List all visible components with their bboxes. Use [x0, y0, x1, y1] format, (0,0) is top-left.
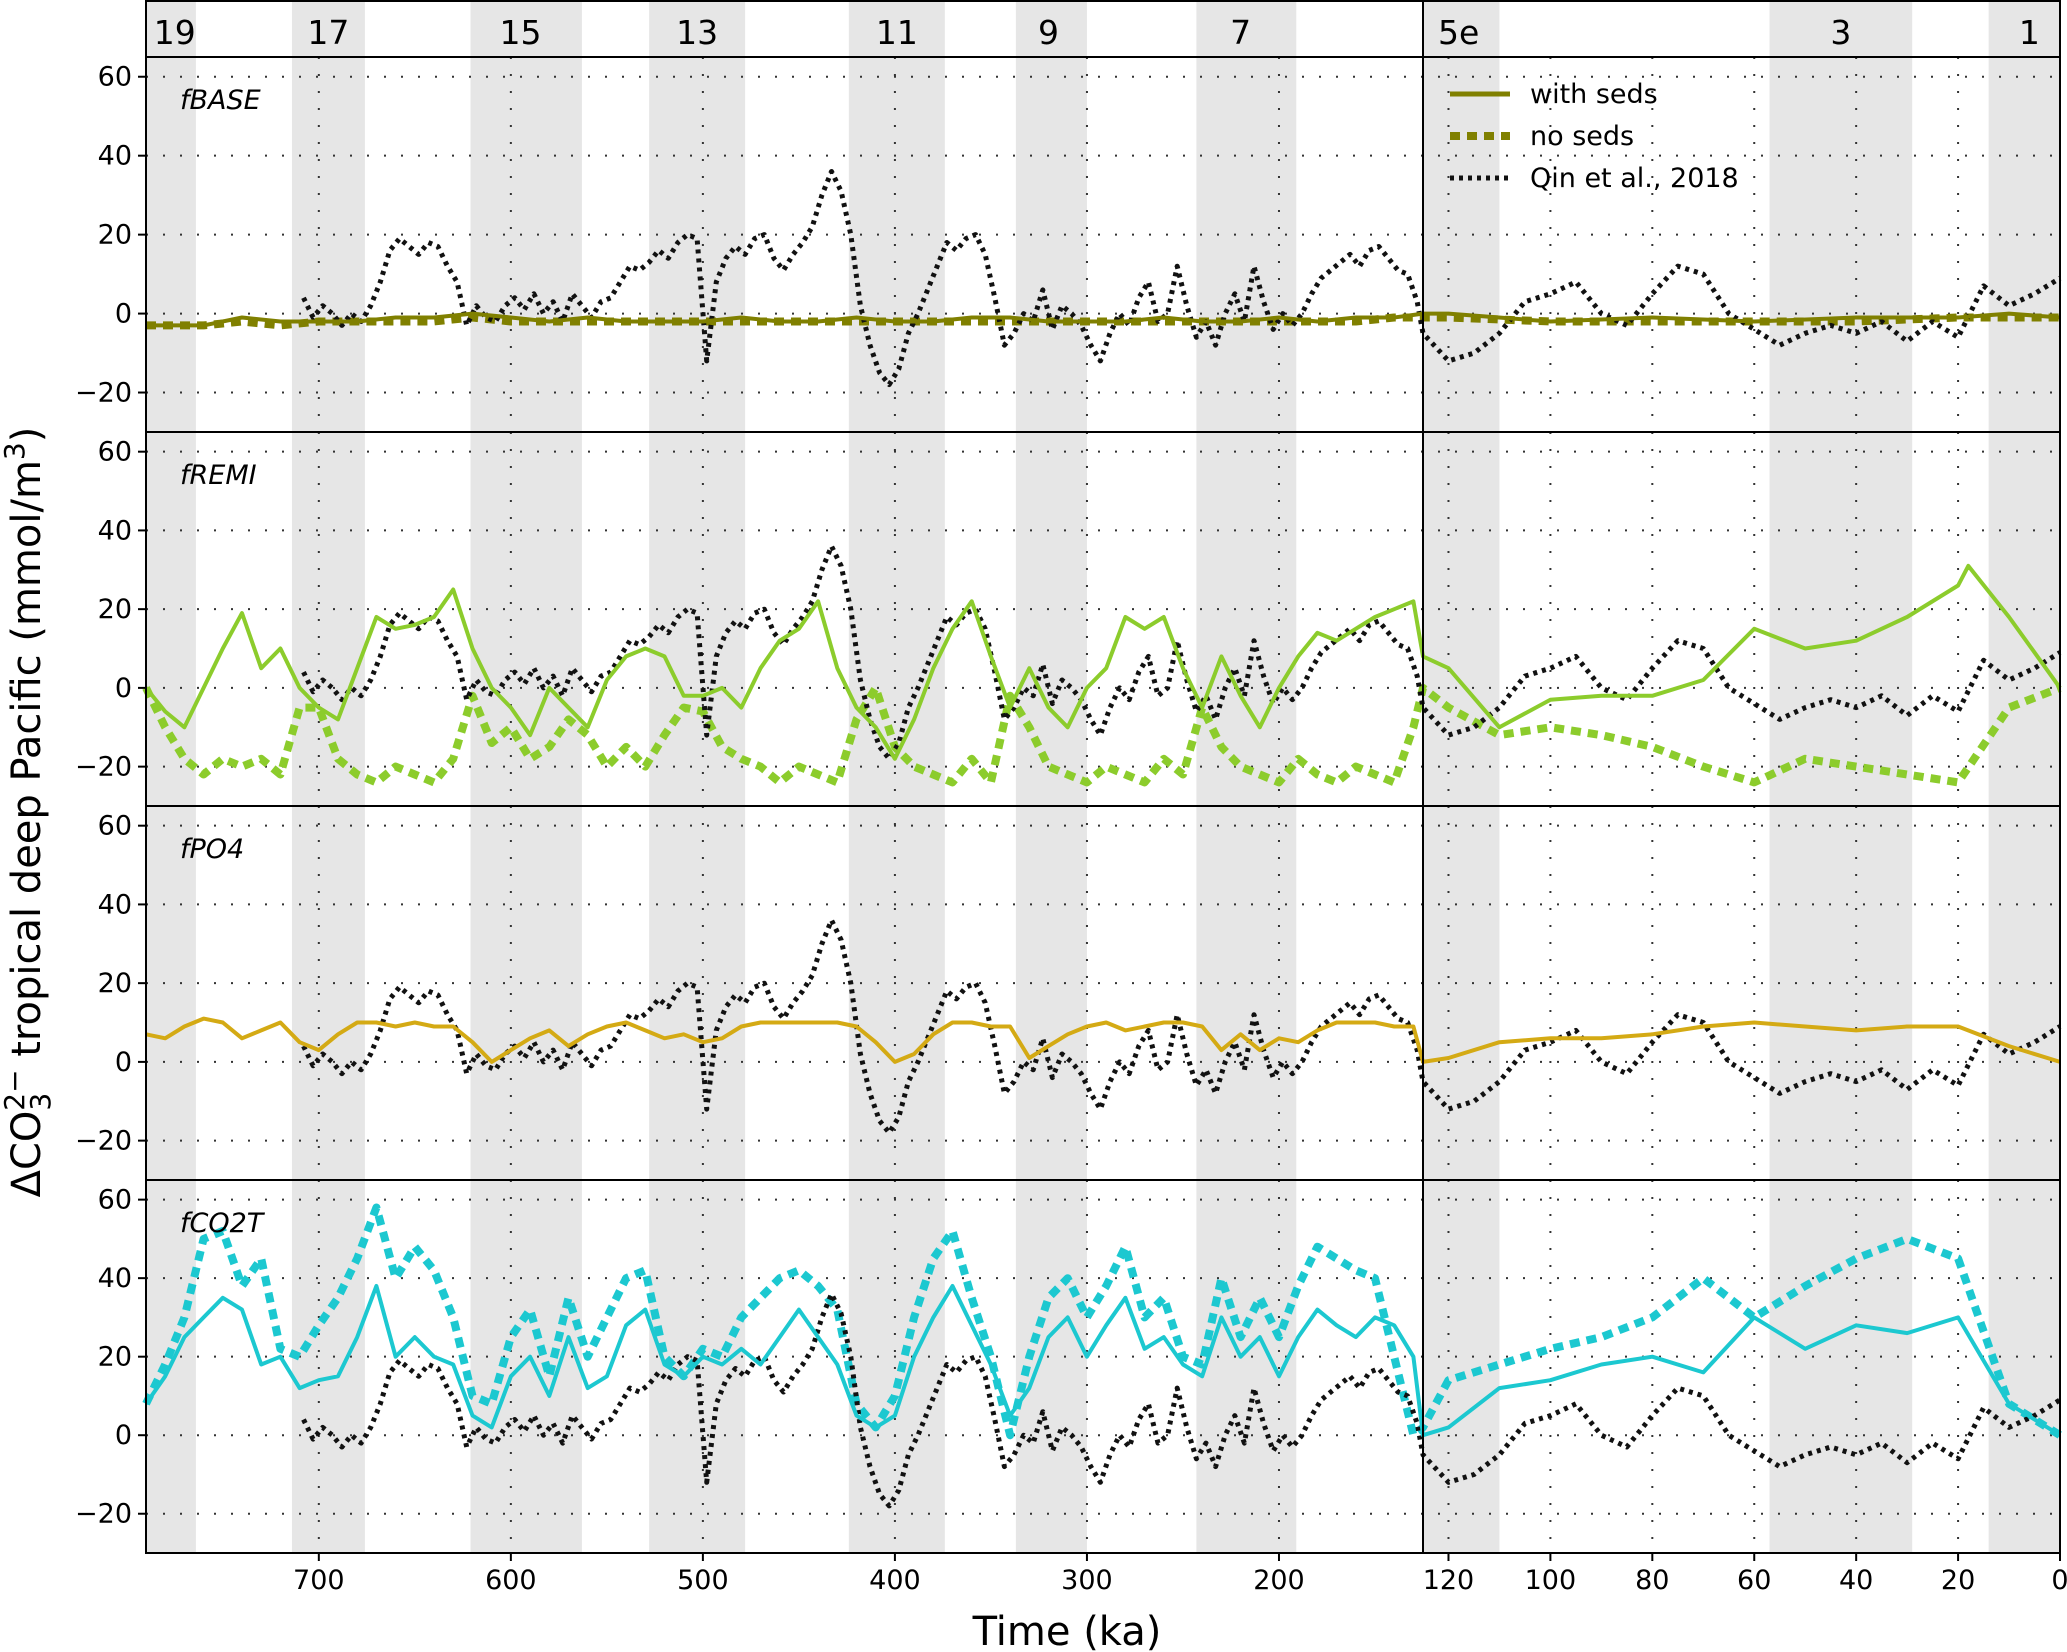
panel-label-fPO4: fPO4	[180, 834, 244, 865]
grid-dots	[146, 57, 2061, 1553]
x-tick-label-left-500: 500	[677, 1565, 729, 1596]
y-axis-title-rest: tropical deep Pacific (mmol/m	[4, 460, 50, 1069]
x-tick-label-right-60: 60	[1737, 1565, 1771, 1596]
y-axis-title-main: ΔCO	[4, 1111, 50, 1198]
x-tick-label-left-700: 700	[293, 1565, 345, 1596]
glacial-band-1	[291, 0, 365, 1553]
panel-frame-3	[145, 1179, 2061, 1554]
stage-label-7: 7	[1230, 13, 1251, 52]
y-tick-label-1-0: 0	[115, 673, 132, 704]
x-tick-label-right-20: 20	[1941, 1565, 1975, 1596]
legend-label-qin-2018: Qin et al., 2018	[1530, 163, 1739, 194]
y-tick-label-0-60: 60	[98, 62, 132, 93]
x-tick-label-right-80: 80	[1635, 1565, 1669, 1596]
stage-label-5e: 5e	[1438, 13, 1479, 52]
y-tick-label-1-20: 20	[98, 594, 132, 625]
glacial-bands	[146, 0, 2060, 1553]
y-tick-label-0-0: 0	[115, 299, 132, 330]
y-axis-title-close: )	[4, 427, 50, 443]
x-tick-label-right-0: 0	[2051, 1565, 2067, 1596]
glacial-band-8	[1769, 0, 1913, 1553]
glacial-band-3	[649, 0, 746, 1553]
y-axis-title-sub: 3	[24, 1093, 57, 1111]
series-with-seds-fCO2T	[144, 1284, 2062, 1438]
series-qin-2018-fPO4	[301, 917, 2062, 1136]
panel-label-fREMI: fREMI	[180, 460, 257, 491]
stage-label-15: 15	[499, 13, 541, 52]
glacial-band-4	[848, 0, 945, 1553]
panel-frames	[145, 0, 2061, 1554]
x-tick-label-left-600: 600	[485, 1565, 537, 1596]
y-tick-label-3-20: 20	[98, 1342, 132, 1373]
stage-label-17: 17	[307, 13, 349, 52]
glacial-band-5	[1015, 0, 1087, 1553]
y-tick-label-2-20: 20	[98, 968, 132, 999]
y-axis-title: ΔCO32− tropical deep Pacific (mmol/m3)	[0, 427, 57, 1198]
y-tick-label-3-40: 40	[98, 1263, 132, 1294]
glacial-band-7	[1423, 0, 1500, 1553]
x-tick-label-right-40: 40	[1839, 1565, 1873, 1596]
y-tick-label-2-40: 40	[98, 889, 132, 920]
stage-label-1: 1	[2019, 13, 2040, 52]
y-tick-label-1--20: −20	[75, 752, 132, 783]
series-qin-2018-fCO2T	[301, 1291, 2062, 1509]
series-layer	[142, 169, 2063, 1509]
series-qin-2018-fREMI	[301, 543, 2062, 762]
y-axis-title-sup: 2−	[0, 1069, 31, 1110]
y-tick-label-0-40: 40	[98, 141, 132, 172]
y-tick-label-1-40: 40	[98, 515, 132, 546]
y-tick-label-3-0: 0	[115, 1420, 132, 1451]
panel-labels: fBASE fREMI fPO4 fCO2T	[180, 85, 266, 1239]
glacial-band-2	[470, 0, 582, 1553]
x-tick-label-left-200: 200	[1253, 1565, 1305, 1596]
series-with-seds-fBASE	[146, 311, 2061, 328]
x-tick-label-left-300: 300	[1061, 1565, 1113, 1596]
stage-label-13: 13	[676, 13, 718, 52]
legend-label-with-seds: with seds	[1530, 79, 1658, 110]
legend: with seds no seds Qin et al., 2018	[1450, 79, 1739, 194]
series-with-seds-fPO4	[145, 1016, 2061, 1064]
stage-label-9: 9	[1038, 13, 1059, 52]
y-tick-label-1-60: 60	[98, 437, 132, 468]
stage-labels: 19 17 15 13 11 9 7 5e 3 1	[154, 13, 2040, 52]
y-tick-label-2-60: 60	[98, 811, 132, 842]
stage-label-3: 3	[1830, 13, 1851, 52]
stage-label-11: 11	[876, 13, 918, 52]
stage-label-19: 19	[154, 13, 196, 52]
series-with-seds-fREMI	[144, 563, 2062, 761]
glacial-band-0	[146, 0, 196, 1553]
panel-label-fBASE: fBASE	[180, 85, 261, 116]
y-axis-title-unit-sup: 3	[0, 442, 31, 460]
panel-label-fCO2T: fCO2T	[180, 1208, 266, 1239]
y-tick-label-0--20: −20	[75, 378, 132, 409]
tick-layer: −20 0 20 40 60 −20 0 20 40 60 −20 0 20 40 60 −20 0 20 40 60…	[75, 62, 2067, 1596]
y-tick-label-3-60: 60	[98, 1185, 132, 1216]
x-tick-label-right-120: 120	[1423, 1565, 1475, 1596]
series-qin-2018-fBASE	[301, 169, 2062, 388]
legend-label-no-seds: no seds	[1530, 121, 1634, 152]
y-tick-label-2-0: 0	[115, 1047, 132, 1078]
x-axis-title: Time (ka)	[972, 1609, 1162, 1652]
y-tick-label-2--20: −20	[75, 1126, 132, 1157]
x-tick-label-right-100: 100	[1525, 1565, 1577, 1596]
series-no-seds-fREMI	[142, 683, 2062, 787]
y-tick-label-0-20: 20	[98, 220, 132, 251]
glacial-band-9	[1988, 0, 2060, 1553]
x-tick-label-left-400: 400	[869, 1565, 921, 1596]
y-tick-label-3--20: −20	[75, 1499, 132, 1530]
